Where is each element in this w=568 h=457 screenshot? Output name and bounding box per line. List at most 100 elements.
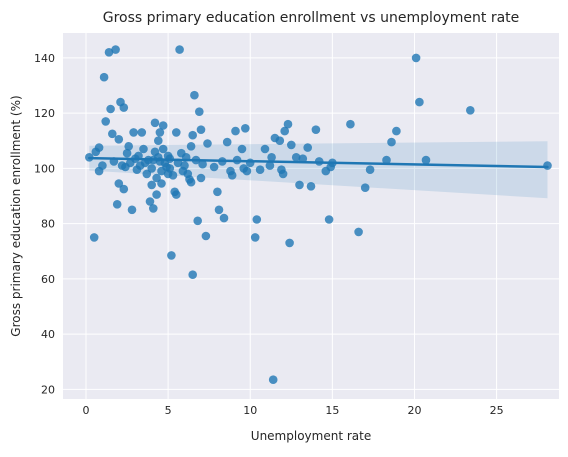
data-point [287, 140, 296, 150]
data-point [242, 166, 252, 176]
data-point [111, 45, 120, 54]
data-point [89, 233, 99, 242]
data-point [150, 118, 160, 128]
data-point [108, 129, 117, 139]
confidence-band-group [89, 141, 548, 199]
data-point [291, 153, 301, 162]
data-point [188, 130, 197, 140]
data-point [285, 238, 294, 248]
data-point [255, 165, 265, 174]
data-point [201, 231, 211, 241]
data-point [114, 135, 124, 144]
data-point [188, 270, 197, 280]
data-point [101, 117, 110, 126]
data-point [222, 137, 232, 147]
data-point [250, 233, 260, 242]
data-point [245, 158, 255, 168]
data-point [324, 215, 334, 224]
data-point [196, 173, 206, 183]
data-point [260, 144, 270, 154]
data-point [175, 45, 184, 54]
data-point [193, 216, 202, 226]
data-point [214, 205, 224, 215]
data-point [137, 128, 147, 137]
data-point [392, 126, 401, 136]
data-point [387, 137, 396, 147]
data-point [382, 155, 391, 165]
data-point [198, 159, 207, 169]
data-point [186, 142, 196, 151]
data-point [168, 171, 178, 180]
data-point [139, 144, 148, 154]
data-point [241, 124, 250, 133]
data-point [124, 142, 133, 151]
confidence-band [89, 141, 548, 199]
data-point [112, 200, 122, 209]
y-tick-label: 20 [41, 383, 55, 396]
data-point [149, 204, 158, 213]
data-point [346, 119, 355, 129]
data-point [209, 162, 219, 172]
regression-line-group [88, 156, 549, 169]
y-tick-label: 80 [41, 218, 55, 231]
data-point [360, 183, 370, 192]
data-point [98, 161, 107, 170]
data-point [303, 143, 313, 152]
y-tick-label: 60 [41, 273, 55, 286]
data-point [306, 182, 316, 191]
plot-area [63, 33, 559, 399]
data-point [122, 148, 132, 158]
data-point [106, 104, 115, 114]
data-point [265, 161, 275, 170]
data-point [295, 180, 304, 190]
data-point [195, 107, 204, 116]
regression-line [88, 156, 549, 169]
data-point [147, 164, 156, 173]
data-point [119, 184, 129, 194]
y-tick-label: 120 [34, 107, 55, 120]
y-tick-label: 40 [41, 328, 55, 341]
data-point [129, 128, 138, 137]
data-point [152, 173, 161, 183]
data-point [158, 144, 168, 154]
data-point [227, 171, 237, 180]
data-point [152, 190, 161, 199]
x-tick-label: 15 [325, 404, 339, 417]
data-point [543, 161, 552, 170]
data-point [237, 144, 247, 154]
data-point [298, 154, 308, 163]
data-point [219, 213, 229, 223]
data-point [114, 179, 124, 188]
data-point [203, 139, 212, 148]
data-point [119, 103, 129, 112]
data-point [154, 136, 163, 145]
data-point [252, 215, 262, 224]
data-point [466, 106, 475, 115]
data-point [421, 155, 431, 165]
x-tick-label: 10 [243, 404, 257, 417]
y-tick-label: 140 [34, 52, 55, 65]
data-point [167, 251, 176, 260]
data-point [283, 119, 293, 129]
data-point [145, 197, 155, 206]
data-point [99, 72, 109, 82]
data-point [172, 128, 181, 137]
data-point [196, 125, 206, 134]
data-point [94, 143, 104, 152]
x-tick-label: 25 [490, 404, 504, 417]
data-point [365, 165, 375, 174]
data-point [213, 187, 222, 197]
grid-lines [63, 33, 559, 399]
data-point [180, 161, 189, 170]
x-tick-label: 0 [82, 404, 89, 417]
data-point [280, 126, 290, 136]
x-tick-label: 20 [407, 404, 421, 417]
data-point [275, 136, 285, 145]
data-point [231, 126, 240, 136]
y-tick-label: 100 [34, 162, 55, 175]
data-point [186, 177, 196, 187]
data-point [411, 53, 421, 63]
data-point [267, 153, 276, 162]
